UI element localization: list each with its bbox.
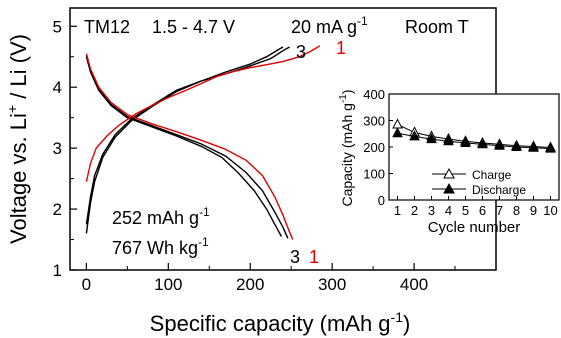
main-y-tick-label: 4	[53, 78, 62, 97]
inset-marker-discharge	[477, 138, 488, 149]
discharge-curve-cycle-3	[85, 56, 283, 237]
legend-discharge-label: Discharge	[472, 183, 526, 197]
energy-annotation-sup: -1	[198, 235, 209, 249]
main-x-tick-label: 0	[82, 275, 91, 294]
charge-cycle-3-label: 3	[296, 42, 306, 62]
main-x-tick-label: 300	[318, 275, 346, 294]
inset-x-tick-label: 10	[543, 203, 557, 218]
main-y-axis-title: Voltage vs. Li+ / Li (V)	[4, 34, 31, 244]
capacity-annotation: 252 mAh g-1	[112, 205, 210, 228]
main-x-axis-title-sup: -1	[391, 309, 404, 325]
main-y-tick-label: 3	[53, 139, 62, 158]
inset-marker-discharge	[392, 127, 403, 138]
inset-x-tick-label: 3	[428, 203, 435, 218]
main-curves	[85, 45, 321, 240]
current-rate: 20 mA g-1	[291, 14, 368, 37]
charge-curve-cycle-2	[85, 46, 290, 225]
legend-charge-label: Charge	[472, 168, 512, 182]
charge-curve-cycle-1	[85, 45, 321, 182]
main-y-tick-label: 1	[53, 261, 62, 280]
energy-annotation: 767 Wh kg-1	[112, 235, 209, 258]
inset-x-tick-label: 2	[411, 203, 418, 218]
inset-marker-discharge	[460, 136, 471, 147]
main-x-tick-label: 400	[400, 275, 428, 294]
inset-y-tick-label: 100	[363, 167, 385, 182]
inset-x-tick-label: 6	[479, 203, 486, 218]
inset-y-tick-label: 300	[363, 114, 385, 129]
discharge-curve-cycle-1	[85, 53, 294, 240]
main-x-axis-title: Specific capacity (mAh g-1)	[150, 309, 411, 336]
inset-x-axis-title: Cycle number	[428, 219, 521, 236]
charge-cycle-1-label: 1	[336, 38, 346, 58]
inset-x-tick-label: 1	[394, 203, 401, 218]
inset-x-tick-label: 9	[530, 203, 537, 218]
inset-y-tick-label: 400	[363, 87, 385, 102]
discharge-curve-cycle-2	[85, 55, 289, 239]
capacity-annotation-main: 252 mAh g	[112, 208, 199, 228]
inset-marker-discharge	[409, 130, 420, 141]
inset-line-charge	[397, 124, 551, 148]
legend-charge-marker	[443, 167, 455, 179]
inset-marker-discharge	[494, 139, 505, 150]
main-y-tick-label: 5	[53, 17, 62, 36]
discharge-cycle-1-label: 1	[309, 247, 319, 267]
inset-x-tick-label: 8	[513, 203, 520, 218]
voltage-range: 1.5 - 4.7 V	[152, 17, 235, 37]
inset-y-axis-title-close: )	[339, 89, 355, 94]
inset-y-axis-title-main: Capacity (mAh g	[339, 103, 355, 206]
main-y-axis-title-a: Voltage vs. Li	[6, 113, 31, 244]
main-x-tick-label: 100	[154, 275, 182, 294]
inset-marker-discharge	[528, 141, 539, 152]
inset-marker-discharge	[443, 135, 454, 146]
sample-name: TM12	[84, 17, 130, 37]
main-y-axis-title-sup: +	[4, 105, 20, 113]
main-x-axis-title-main: Specific capacity (mAh g	[150, 311, 391, 336]
discharge-cycle-3-label: 3	[290, 247, 300, 267]
inset-y-tick-label: 0	[378, 193, 385, 208]
inset-line-discharge	[397, 132, 551, 150]
main-x-axis-title-close: )	[403, 311, 410, 336]
inset-y-tick-label: 200	[363, 140, 385, 155]
capacity-annotation-sup: -1	[199, 205, 210, 219]
main-y-axis-title-b: / Li (V)	[6, 34, 31, 105]
inset-x-tick-label: 7	[496, 203, 503, 218]
main-x-tick-label: 200	[236, 275, 264, 294]
temperature-label: Room T	[405, 17, 469, 37]
inset-legend: Charge Discharge	[432, 167, 526, 197]
inset-x-tick-label: 4	[445, 203, 452, 218]
inset-series	[392, 118, 556, 153]
current-rate-sup: -1	[357, 14, 368, 28]
main-y-tick-label: 2	[53, 200, 62, 219]
legend-discharge-marker	[443, 182, 455, 194]
inset-y-axis-title-sup: -1	[338, 94, 349, 103]
inset-marker-discharge	[545, 142, 556, 153]
energy-annotation-main: 767 Wh kg	[112, 238, 198, 258]
inset-y-axis-title: Capacity (mAh g-1)	[338, 89, 355, 206]
current-rate-main: 20 mA g	[291, 17, 357, 37]
inset-marker-discharge	[511, 140, 522, 151]
inset-marker-discharge	[426, 133, 437, 144]
inset-x-tick-label: 5	[462, 203, 469, 218]
